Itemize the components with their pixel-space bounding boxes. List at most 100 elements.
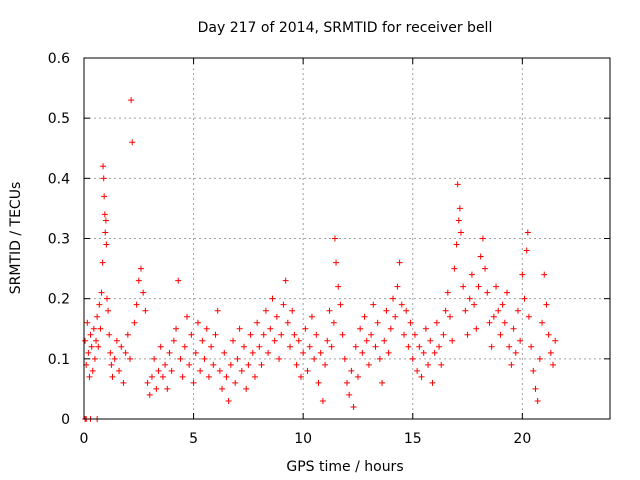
data-point (278, 331, 285, 338)
data-point (363, 337, 370, 344)
data-point (493, 283, 500, 290)
data-point (479, 235, 486, 242)
data-point (107, 349, 114, 356)
data-point (394, 283, 401, 290)
data-point (477, 253, 484, 260)
x-tick-label: 0 (80, 431, 89, 447)
data-point (108, 361, 115, 368)
data-point (267, 325, 274, 332)
data-point (291, 331, 298, 338)
data-point (197, 367, 204, 374)
data-point (482, 265, 489, 272)
data-point (293, 361, 300, 368)
data-point (400, 331, 407, 338)
data-point (392, 313, 399, 320)
data-point (431, 349, 438, 356)
data-point (354, 373, 361, 380)
data-point (497, 331, 504, 338)
data-point (276, 355, 283, 362)
data-point (429, 379, 436, 386)
data-point (350, 403, 357, 410)
data-point (519, 271, 526, 278)
data-point (512, 349, 519, 356)
data-point (442, 307, 449, 314)
data-point (103, 241, 110, 248)
data-point (124, 331, 131, 338)
data-point (308, 313, 315, 320)
data-point (106, 331, 113, 338)
y-axis-label: SRMTID / TECUs (8, 182, 24, 295)
x-tick-label: 5 (189, 431, 198, 447)
data-point (94, 313, 101, 320)
data-point (433, 319, 440, 326)
data-point (164, 385, 171, 392)
data-point (137, 265, 144, 272)
data-point (346, 391, 353, 398)
data-point (348, 367, 355, 374)
data-point (530, 367, 537, 374)
y-tick-label: 0.6 (48, 51, 70, 67)
data-point (129, 139, 136, 146)
data-point (273, 313, 280, 320)
data-point (357, 325, 364, 332)
data-point (416, 343, 423, 350)
data-point (390, 295, 397, 302)
data-point (521, 295, 528, 302)
data-point (545, 331, 552, 338)
data-point (407, 319, 414, 326)
data-point (120, 379, 127, 386)
data-point (337, 301, 344, 308)
data-point (157, 343, 164, 350)
data-point (131, 319, 138, 326)
data-point (420, 349, 427, 356)
data-point (208, 343, 215, 350)
data-point (398, 301, 405, 308)
data-point (223, 373, 230, 380)
data-point (199, 337, 206, 344)
data-point (524, 229, 531, 236)
data-point (304, 367, 311, 374)
data-point (86, 373, 93, 380)
data-point (414, 367, 421, 374)
data-point (319, 397, 326, 404)
data-point (501, 319, 508, 326)
data-point (151, 355, 158, 362)
grid-lines (84, 58, 610, 419)
data-point (118, 343, 125, 350)
data-point (186, 361, 193, 368)
data-point (462, 307, 469, 314)
data-point (282, 277, 289, 284)
data-point (101, 211, 108, 218)
data-point (245, 361, 252, 368)
data-point (383, 307, 390, 314)
data-point (331, 235, 338, 242)
data-point (105, 307, 112, 314)
tick-labels: 0 0.1 0.2 0.3 0.4 0.5 0.6 0 5 10 15 20 (48, 51, 532, 447)
data-point (98, 289, 105, 296)
data-point (499, 301, 506, 308)
data-point (91, 355, 98, 362)
data-point (506, 343, 513, 350)
data-point (295, 337, 302, 344)
data-point (411, 331, 418, 338)
data-point (122, 349, 129, 356)
data-point (352, 343, 359, 350)
data-point (328, 343, 335, 350)
data-point (109, 373, 116, 380)
data-point (89, 367, 96, 374)
data-point (322, 361, 329, 368)
data-point (468, 271, 475, 278)
data-point (194, 319, 201, 326)
data-point (234, 355, 241, 362)
data-point (127, 355, 134, 362)
data-point (361, 313, 368, 320)
data-point (287, 343, 294, 350)
data-point (315, 379, 322, 386)
data-point (260, 331, 267, 338)
data-point (177, 355, 184, 362)
data-point (214, 307, 221, 314)
data-point (313, 331, 320, 338)
data-point (466, 295, 473, 302)
data-point (368, 331, 375, 338)
data-point (438, 361, 445, 368)
